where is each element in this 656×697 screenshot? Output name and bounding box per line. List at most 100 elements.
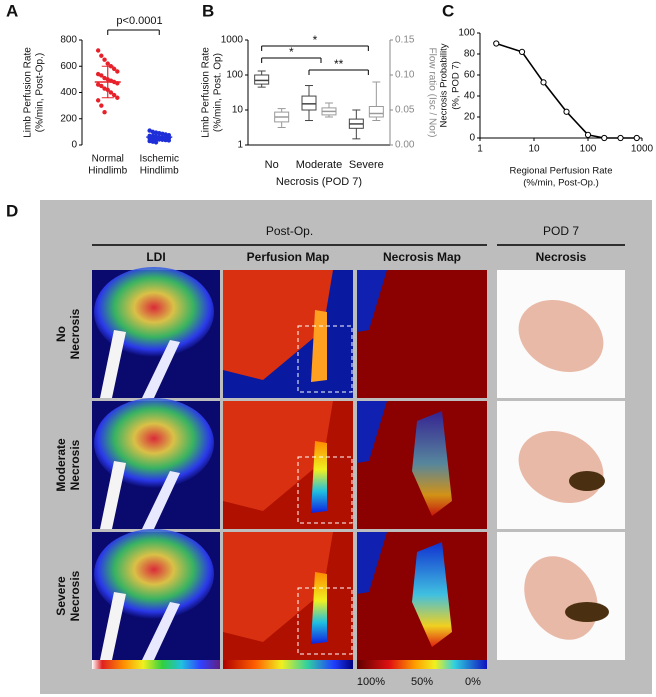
y-tick-label: 20 [464, 112, 476, 123]
y-axis-label: Necrosis Probability [439, 43, 450, 127]
data-point [108, 90, 114, 95]
y-tick-label: 80 [464, 49, 476, 60]
significance-label: ** [334, 57, 344, 71]
data-point [115, 69, 120, 74]
necrosis-region [412, 542, 452, 647]
ldi-leg [142, 471, 180, 529]
data-point [105, 61, 110, 66]
group-header: POD 7 [543, 224, 579, 238]
x-tick-label: Moderate [296, 159, 342, 171]
column-header: LDI [146, 250, 165, 264]
row-label: Necrosis [68, 570, 82, 621]
data-point [95, 98, 101, 103]
panel-label: B [202, 1, 214, 20]
y-axis-label: Limb Perfusion Rate [201, 47, 212, 138]
data-point [601, 134, 608, 142]
box [254, 74, 270, 85]
y-axis-label: (%/min, Post-Op.) [35, 53, 46, 132]
significance-label: * [289, 45, 294, 59]
column-header: Necrosis [536, 250, 587, 264]
y-axis-label: (%/min, Post. Op) [213, 53, 224, 132]
data-point [99, 73, 104, 78]
group-header: Post-Op. [266, 224, 313, 238]
data-point [493, 40, 500, 47]
x-axis-label: (%/min, Post-Op.) [523, 178, 599, 189]
significance-label: * [313, 33, 318, 47]
y-tick-label: 10 [232, 105, 244, 116]
ldi-leg [142, 340, 180, 398]
data-point [166, 132, 172, 138]
x-tick-label: 1000 [631, 144, 654, 155]
row-label: Necrosis [68, 308, 82, 359]
scale-label: 50% [411, 676, 433, 688]
data-point [633, 134, 640, 142]
x-tick-label: Ischemic [140, 154, 179, 165]
panel-d-images [92, 267, 625, 669]
row-label: Severe [54, 576, 68, 616]
data-point [163, 137, 168, 143]
scale-label: 0% [465, 676, 481, 688]
x-axis-label: Necrosis (POD 7) [276, 176, 362, 188]
data-point [617, 134, 624, 142]
y-axis-label: Limb Perfusion Rate [23, 47, 34, 138]
color-bar [357, 660, 487, 669]
y-tick-label: 40 [464, 91, 476, 102]
x-tick-label: Hindlimb [140, 166, 179, 177]
x-tick-label: No [265, 159, 279, 171]
y-tick-label: 60 [464, 70, 476, 81]
scale-label: 100% [357, 676, 385, 688]
y2-tick-label: 0.05 [395, 105, 415, 116]
data-point [584, 131, 592, 138]
data-point [102, 109, 107, 115]
x-tick-label: Severe [349, 159, 384, 171]
data-point [111, 92, 117, 98]
data-point [115, 95, 120, 100]
perfusion-leg [311, 572, 327, 644]
perfusion-body [223, 270, 333, 380]
x-tick-label: Hindlimb [88, 166, 127, 177]
x-tick-label: 100 [580, 144, 597, 155]
color-bar [92, 660, 220, 669]
y2-tick-label: 0.10 [395, 70, 415, 81]
ldi-leg [100, 592, 126, 660]
data-point [518, 48, 526, 56]
ldi-leg [100, 461, 126, 529]
y2-tick-label: 0.15 [395, 35, 415, 46]
column-header: Perfusion Map [247, 250, 330, 264]
y-tick-label: 200 [60, 113, 77, 124]
box [368, 106, 384, 118]
data-point [99, 83, 104, 89]
roi-box [297, 587, 353, 655]
y-tick-label: 600 [60, 61, 77, 72]
x-axis-label: Regional Perfusion Rate [510, 166, 613, 177]
paw [518, 300, 604, 372]
row-label: Necrosis [68, 439, 82, 490]
x-tick-label: Normal [92, 154, 124, 165]
necrosis-region [412, 411, 452, 516]
background-region [357, 401, 387, 463]
row-label: No [54, 326, 68, 342]
y-axis-label: (%, POD 7) [451, 61, 462, 110]
panel-label: C [442, 1, 454, 20]
background-region [357, 270, 387, 332]
roi-box [297, 456, 353, 524]
row-label: Moderate [54, 438, 68, 492]
y-tick-label: 1000 [221, 35, 244, 46]
y-tick-label: 800 [60, 35, 77, 46]
y-tick-label: 1 [237, 140, 243, 151]
data-point [99, 53, 104, 58]
x-tick-label: 1 [477, 144, 483, 155]
annotation: p<0.0001 [116, 15, 162, 27]
necrotic-tip [569, 471, 605, 491]
column-header: Necrosis Map [383, 250, 461, 264]
panel-label: D [6, 201, 18, 220]
y-tick-label: 400 [60, 87, 77, 98]
background-region [357, 532, 387, 594]
data-point [99, 103, 104, 108]
y-tick-label: 100 [458, 28, 475, 39]
data-point [111, 66, 117, 72]
color-bar [223, 660, 353, 669]
